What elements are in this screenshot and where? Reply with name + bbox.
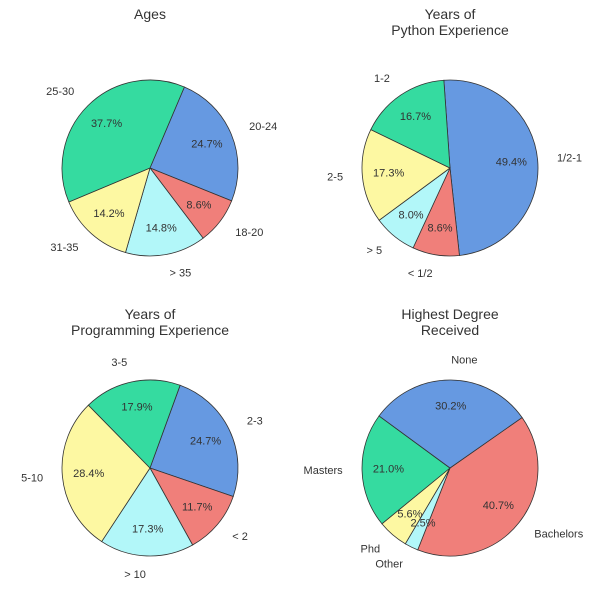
slice-pct: 24.7%: [190, 435, 221, 447]
slice-label: 1-2: [374, 73, 390, 85]
slice-label: Other: [375, 558, 403, 570]
slice-label: 25-30: [46, 86, 74, 98]
slice-pct: 49.4%: [496, 156, 527, 168]
slice-label: < 2: [232, 531, 248, 543]
slice-pct: 28.4%: [73, 468, 104, 480]
slice-label: > 5: [367, 245, 383, 257]
chart-grid-page: { "layout": { "width": 600, "height": 60…: [0, 0, 600, 600]
slice-label: Masters: [304, 465, 344, 477]
slice-pct: 14.8%: [146, 222, 177, 234]
slice-pct: 40.7%: [483, 500, 514, 512]
slice-pct: 8.6%: [427, 223, 452, 235]
slice-label: 18-20: [235, 227, 263, 239]
slice-pct: 8.0%: [399, 210, 424, 222]
slice-pct: 5.6%: [397, 509, 422, 521]
slice-pct: 17.9%: [121, 402, 152, 414]
slice-label: None: [451, 355, 477, 367]
slice-pct: 16.7%: [400, 111, 431, 123]
slice-label: 1/2-1: [557, 152, 582, 164]
slice-pct: 14.2%: [93, 208, 124, 220]
slice-pct: 8.6%: [186, 199, 211, 211]
slice-label: Bachelors: [534, 528, 583, 540]
slice-label: 5-10: [21, 472, 43, 484]
slice-label: > 35: [170, 267, 192, 279]
pie-grid: Ages24.7%20-248.6%18-2014.8%> 3514.2%31-…: [0, 0, 600, 600]
slice-pct: 37.7%: [91, 118, 122, 130]
slice-label: 2-5: [327, 172, 343, 184]
slice-label: 3-5: [111, 357, 127, 369]
slice-label: 20-24: [249, 121, 277, 133]
slice-label: < 1/2: [408, 268, 433, 280]
pie-cell-1: Years of Python Experience49.4%1/2-18.6%…: [300, 0, 600, 300]
pie-chart: 24.7% 20-24 8.6% 18-20 14.8% > 35 14.2% 31-35 37…: [0, 0, 300, 300]
pie-chart: 24.7% 2-3 11.7% < 2 17.3% > 10 28.4% 5-10 17.9% 3…: [0, 300, 300, 600]
pie-chart: 40.7%Bachelors2.5%Other5.6%Phd21.0%Maste…: [300, 300, 600, 600]
slice-label: > 10: [124, 569, 146, 581]
slice-label: Phd: [361, 543, 381, 555]
slice-pct: 11.7%: [182, 501, 213, 513]
slice-pct: 30.2%: [435, 400, 466, 412]
slice-label: 31-35: [50, 242, 78, 254]
pie-cell-2: Years of Programming Experience24.7%2-31…: [0, 300, 300, 600]
pie-cell-3: Highest Degree Received40.7%Bachelors2.5…: [300, 300, 600, 600]
pie-chart: 49.4% 1/2-1 8.6% < 1/2 8.0% > 5 17.3% 2-5 16.7% 1…: [300, 0, 600, 300]
pie-cell-0: Ages24.7%20-248.6%18-2014.8%> 3514.2%31-…: [0, 0, 300, 300]
slice-pct: 17.3%: [373, 168, 404, 180]
slice-pct: 24.7%: [191, 138, 222, 150]
slice-label: 2-3: [247, 416, 263, 428]
slice-pct: 21.0%: [373, 464, 404, 476]
slice-pct: 17.3%: [132, 523, 163, 535]
